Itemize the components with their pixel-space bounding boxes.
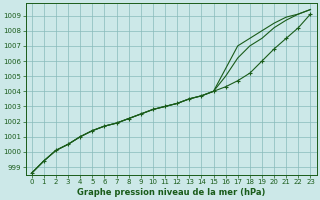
X-axis label: Graphe pression niveau de la mer (hPa): Graphe pression niveau de la mer (hPa) (77, 188, 265, 197)
